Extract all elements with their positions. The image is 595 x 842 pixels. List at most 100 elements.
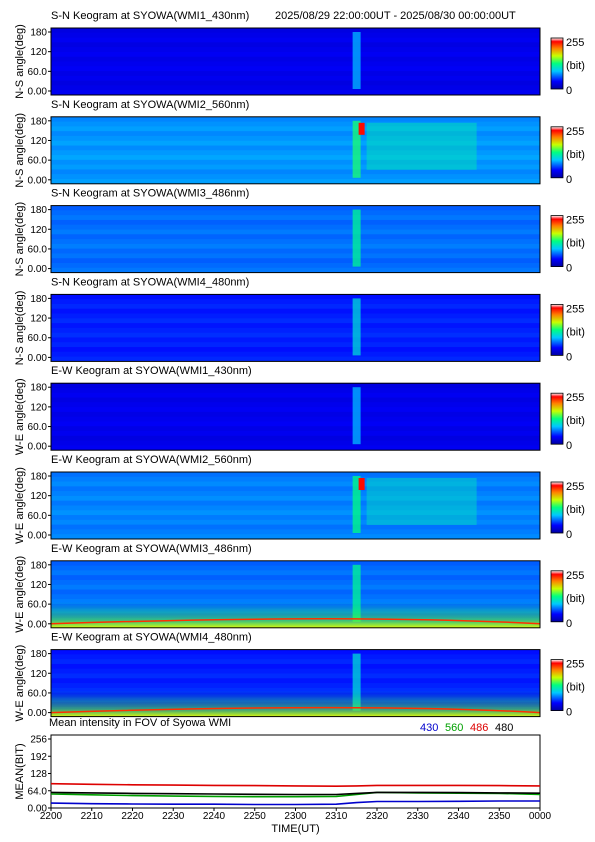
chart-title: Mean intensity in FOV of Syowa WMI xyxy=(49,717,231,729)
keogram-aurora xyxy=(352,32,361,89)
keogram-band xyxy=(51,416,540,422)
keogram-band xyxy=(51,402,540,408)
keogram-ytick-label: 120 xyxy=(30,669,47,680)
keogram-band xyxy=(51,687,540,693)
keogram-band xyxy=(51,332,540,338)
keogram-ylabel: W-E angle(deg) xyxy=(14,556,26,633)
keogram-ytick-label: 120 xyxy=(30,314,47,325)
y-tick-label: 0.00 xyxy=(28,804,48,815)
keogram-band xyxy=(51,431,540,436)
keogram-band xyxy=(51,85,540,91)
keogram-band xyxy=(51,565,540,571)
keogram-ytick-label: 60.0 xyxy=(28,67,48,78)
legend-entry: 430 xyxy=(420,722,438,734)
keogram-band xyxy=(51,90,540,95)
keogram-ytick-label: 0.00 xyxy=(28,619,48,630)
keogram-band xyxy=(51,426,540,432)
keogram-panel: E-W Keogram at SYOWA(WMI2_560nm) 180 120 60… xyxy=(14,454,585,544)
keogram-band xyxy=(51,476,540,482)
keogram-band xyxy=(51,654,540,660)
keogram-band xyxy=(51,131,540,136)
keogram-low-arc xyxy=(51,690,540,717)
keogram-aurora-band xyxy=(366,122,477,170)
keogram-band xyxy=(51,392,540,398)
keogram-frame xyxy=(50,27,541,96)
keogram-band xyxy=(51,61,540,67)
keogram-arc-line xyxy=(50,618,541,625)
keogram-ytick-label: 0.00 xyxy=(28,264,48,275)
keogram-ytick-label: 120 xyxy=(30,47,47,58)
colorbar-min-label: 0 xyxy=(566,263,572,275)
keogram-band xyxy=(51,318,540,324)
keogram-ytick-label: 180 xyxy=(30,294,47,305)
keogram-band xyxy=(51,659,540,664)
colorbar-unit-label: (bit) xyxy=(566,593,585,605)
keogram-band xyxy=(51,575,540,580)
keogram-band xyxy=(51,435,540,441)
keogram-ytick-label: 120 xyxy=(30,225,47,236)
keogram-frame xyxy=(50,205,541,274)
keogram-low-arc xyxy=(51,601,540,628)
keogram-ylabel: W-E angle(deg) xyxy=(14,378,26,455)
x-axis-label: TIME(UT) xyxy=(271,823,319,835)
x-tick-label: 2340 xyxy=(447,811,470,822)
keogram-band xyxy=(51,169,540,175)
keogram-band xyxy=(51,308,540,314)
keogram-band xyxy=(51,75,540,81)
x-tick-label: 2300 xyxy=(284,811,307,822)
keogram-panel: E-W Keogram at SYOWA(WMI4_480nm) 180 120 60… xyxy=(14,632,585,722)
keogram-band xyxy=(51,668,540,674)
colorbar-max-label: 255 xyxy=(566,126,584,138)
keogram-band xyxy=(51,258,540,264)
keogram-band xyxy=(51,205,540,211)
keogram-band xyxy=(51,219,540,225)
colorbar-min-label: 0 xyxy=(566,440,572,452)
keogram-band xyxy=(51,159,540,165)
keogram-band xyxy=(51,224,540,230)
keogram-band xyxy=(51,229,540,235)
keogram-band xyxy=(51,500,540,506)
keogram-ytick-label: 180 xyxy=(30,649,47,660)
colorbar-unit-label: (bit) xyxy=(566,60,585,72)
x-tick-label: 2240 xyxy=(203,811,226,822)
colorbar xyxy=(550,392,564,445)
keogram-band xyxy=(51,383,540,388)
keogram-band xyxy=(51,299,540,304)
y-tick-label: 64.0 xyxy=(28,786,48,797)
keogram-band xyxy=(51,347,540,352)
keogram-band xyxy=(51,303,540,309)
keogram-aurora xyxy=(352,564,361,622)
keogram-band xyxy=(51,519,540,525)
keogram-ylabel: W-E angle(deg) xyxy=(14,645,26,722)
y-tick-label: 128 xyxy=(30,769,47,780)
keogram-band xyxy=(51,397,540,403)
keogram-frame xyxy=(50,293,541,362)
colorbar-min-label: 0 xyxy=(566,529,572,541)
keogram-ylabel: N-S angle(deg) xyxy=(14,291,26,366)
x-tick-label: 2350 xyxy=(488,811,511,822)
keogram-band xyxy=(51,140,540,146)
colorbar-unit-label: (bit) xyxy=(566,149,585,161)
colorbar xyxy=(550,570,564,623)
keogram-band xyxy=(51,145,540,151)
keogram-title: E-W Keogram at SYOWA(WMI3_486nm) xyxy=(51,543,252,555)
colorbar-max-label: 255 xyxy=(566,303,584,315)
keogram-title: S-N Keogram at SYOWA(WMI2_560nm) xyxy=(51,99,249,111)
keogram-ytick-label: 0.00 xyxy=(28,353,48,364)
keogram-ytick-label: 0.00 xyxy=(28,531,48,542)
keogram-band xyxy=(51,155,540,160)
keogram-band xyxy=(51,584,540,590)
keogram-frame xyxy=(50,382,541,451)
keogram-ytick-label: 180 xyxy=(30,560,47,571)
keogram-band xyxy=(51,649,540,655)
keogram-band xyxy=(51,239,540,244)
colorbar-max-label: 255 xyxy=(566,659,584,671)
keogram-band xyxy=(51,594,540,600)
keogram-band xyxy=(51,663,540,669)
keogram-band xyxy=(51,411,540,417)
keogram-ylabel: N-S angle(deg) xyxy=(14,202,26,277)
keogram-aurora-band xyxy=(366,478,477,525)
keogram-frame xyxy=(50,116,541,185)
keogram-ylabel: N-S angle(deg) xyxy=(14,113,26,188)
x-tick-label: 2250 xyxy=(244,811,267,822)
